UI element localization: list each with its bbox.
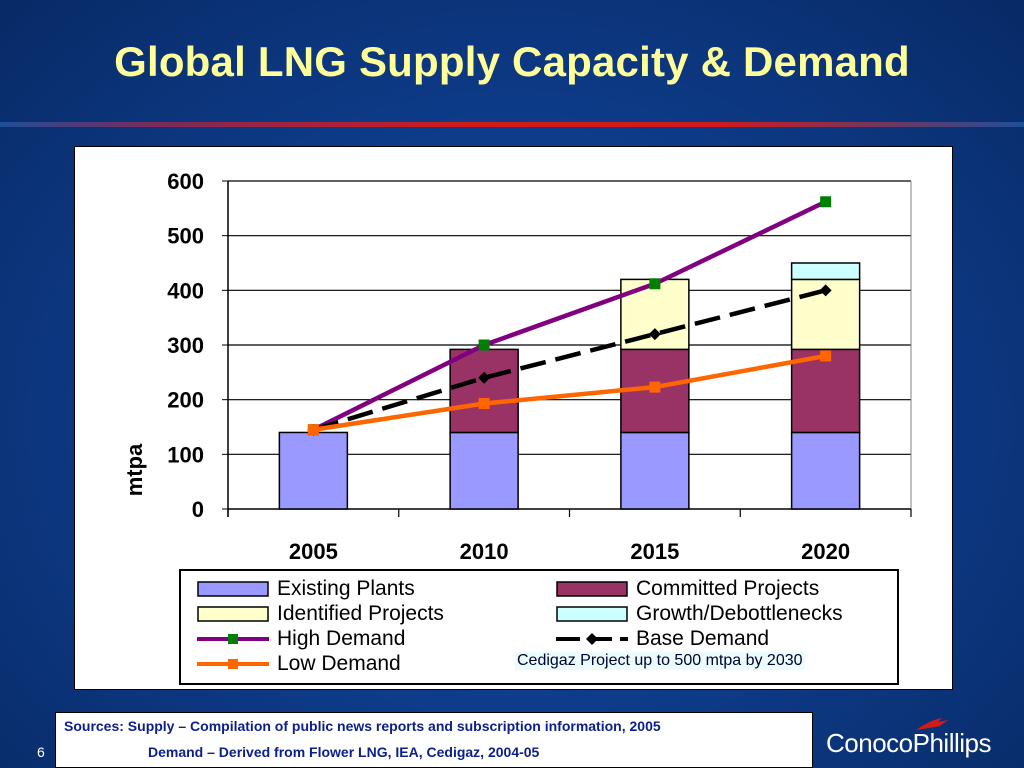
legend-item-existing-plants: Existing Plants xyxy=(197,577,415,601)
legend-item-identified-projects: Identified Projects xyxy=(197,602,444,626)
line-low-demand xyxy=(313,353,827,432)
legend-item-high-demand: High Demand xyxy=(197,627,405,651)
page-number: 6 xyxy=(37,744,45,760)
sources-line-demand: Demand – Derived from Flower LNG, IEA, C… xyxy=(148,744,540,760)
legend-item-growth-debottlenecks: Growth/Debottlenecks xyxy=(556,602,843,626)
logo-wordmark: ConocoPhillips xyxy=(826,728,991,758)
marker-low-demand xyxy=(478,397,490,409)
legend-swatch-growth xyxy=(556,606,628,622)
legend-swatch-identified xyxy=(197,606,269,622)
y-axis-label: mtpa xyxy=(122,443,147,497)
chart-annotation: Cedigaz Project up to 500 mtpa by 2030 xyxy=(515,652,805,670)
legend-swatch-high-demand xyxy=(197,634,269,644)
legend-swatch-base-demand xyxy=(556,633,628,645)
slide-title: Global LNG Supply Capacity & Demand xyxy=(114,38,910,85)
bar-segment-existing-plants xyxy=(449,431,519,510)
title-divider xyxy=(0,122,1024,127)
legend-item-committed-projects: Committed Projects xyxy=(556,577,819,601)
legend-label: High Demand xyxy=(277,627,406,650)
sources-line-supply: Sources: Supply – Compilation of public … xyxy=(64,718,661,734)
legend-swatch-existing xyxy=(197,581,269,597)
bar-segment-committed-projects xyxy=(790,348,861,434)
y-tick-label: 100 xyxy=(167,442,204,467)
legend-label: Committed Projects xyxy=(636,577,820,600)
conocophillips-star-icon xyxy=(916,718,948,730)
marker-low-demand xyxy=(307,424,319,436)
x-tick-label: 2015 xyxy=(630,539,679,564)
legend-item-low-demand: Low Demand xyxy=(197,652,401,676)
chart-svg: 0 100 200 300 400 500 600 2005 2010 2015 2020 xyxy=(167,169,912,564)
line-base-demand xyxy=(312,288,827,432)
bar-segment-existing-plants xyxy=(278,431,349,510)
marker-low-demand xyxy=(820,350,832,362)
marker-base-demand xyxy=(819,284,832,297)
legend-label: Base Demand xyxy=(636,627,770,650)
marker-base-demand xyxy=(478,371,491,384)
legend-item-base-demand: Base Demand xyxy=(556,627,769,651)
x-tick-label: 2010 xyxy=(460,539,509,564)
y-tick-label: 200 xyxy=(167,388,204,413)
company-logo: ConocoPhillips xyxy=(826,718,1006,760)
bar-segment-growth-debottlenecks xyxy=(790,262,861,281)
marker-high-demand xyxy=(478,339,490,351)
sources-box: Sources: Supply – Compilation of public … xyxy=(55,712,813,768)
marker-high-demand xyxy=(820,196,832,208)
legend-swatch-low-demand xyxy=(197,659,269,669)
marker-low-demand xyxy=(649,381,661,393)
bar-segment-existing-plants xyxy=(790,431,861,510)
bar-segment-committed-projects xyxy=(449,348,519,434)
legend-label: Low Demand xyxy=(277,652,401,675)
y-tick-label: 500 xyxy=(167,224,204,249)
y-tick-label: 300 xyxy=(167,333,204,358)
legend-label: Identified Projects xyxy=(277,602,444,625)
x-tick-label: 2020 xyxy=(801,539,850,564)
line-high-demand xyxy=(312,199,827,432)
marker-high-demand xyxy=(649,278,661,290)
x-tick-label: 2005 xyxy=(289,539,338,564)
y-tick-label: 0 xyxy=(192,497,204,522)
y-tick-label: 600 xyxy=(167,169,204,194)
y-tick-label: 400 xyxy=(167,278,204,303)
legend-label: Existing Plants xyxy=(277,577,415,600)
legend-label: Growth/Debottlenecks xyxy=(636,602,843,625)
bar-segment-existing-plants xyxy=(620,431,690,510)
marker-base-demand xyxy=(648,328,661,341)
legend-swatch-committed xyxy=(556,581,628,597)
